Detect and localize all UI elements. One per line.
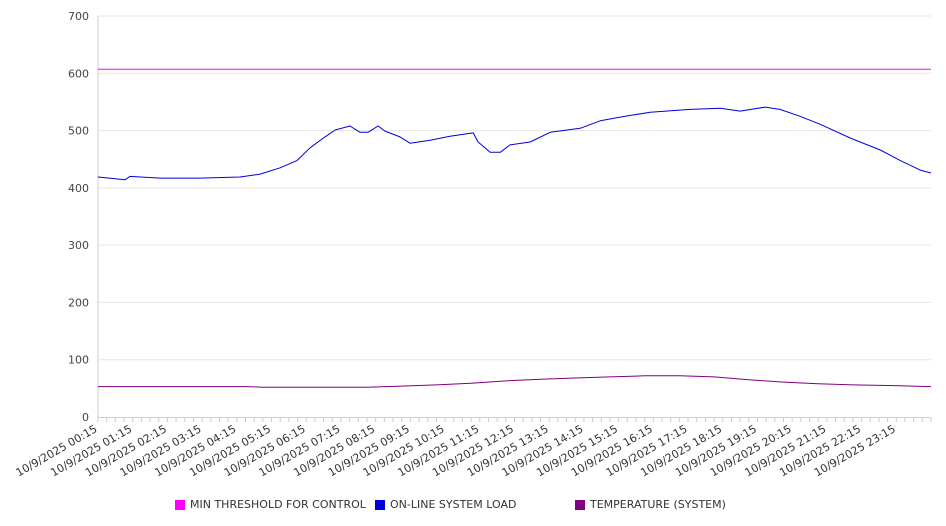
legend-label-threshold: MIN THRESHOLD FOR CONTROL bbox=[190, 498, 366, 511]
y-tick-label: 100 bbox=[68, 354, 89, 367]
series-line-on-line-system-load bbox=[97, 106, 932, 181]
legend-swatch-temperature bbox=[575, 499, 585, 510]
legend-item-threshold[interactable]: MIN THRESHOLD FOR CONTROL bbox=[175, 498, 366, 511]
y-tick-label: 600 bbox=[68, 67, 89, 80]
gridlines bbox=[98, 15, 931, 361]
legend: MIN THRESHOLD FOR CONTROL ON-LINE SYSTEM… bbox=[0, 498, 946, 514]
y-tick-label: 400 bbox=[68, 182, 89, 195]
legend-label-temperature: TEMPERATURE (SYSTEM) bbox=[590, 498, 726, 511]
series-line-temperature-system bbox=[98, 375, 932, 388]
legend-label-load: ON-LINE SYSTEM LOAD bbox=[390, 498, 517, 511]
y-tick-label: 0 bbox=[82, 411, 89, 424]
line-chart: 0 100 200 300 400 500 600 700 10/9/2025 00:1510… bbox=[14, 10, 932, 479]
y-axis: 0 100 200 300 400 500 600 700 bbox=[68, 10, 99, 424]
y-tick-label: 500 bbox=[68, 125, 89, 138]
series-lines bbox=[97, 68, 932, 388]
legend-swatch-threshold bbox=[175, 499, 185, 510]
y-tick-label: 700 bbox=[68, 10, 89, 23]
legend-item-load[interactable]: ON-LINE SYSTEM LOAD bbox=[375, 498, 516, 511]
y-tick-label: 200 bbox=[68, 296, 89, 309]
y-tick-label: 300 bbox=[68, 239, 89, 252]
legend-item-temperature[interactable]: TEMPERATURE (SYSTEM) bbox=[575, 498, 726, 511]
legend-swatch-load bbox=[375, 499, 385, 510]
